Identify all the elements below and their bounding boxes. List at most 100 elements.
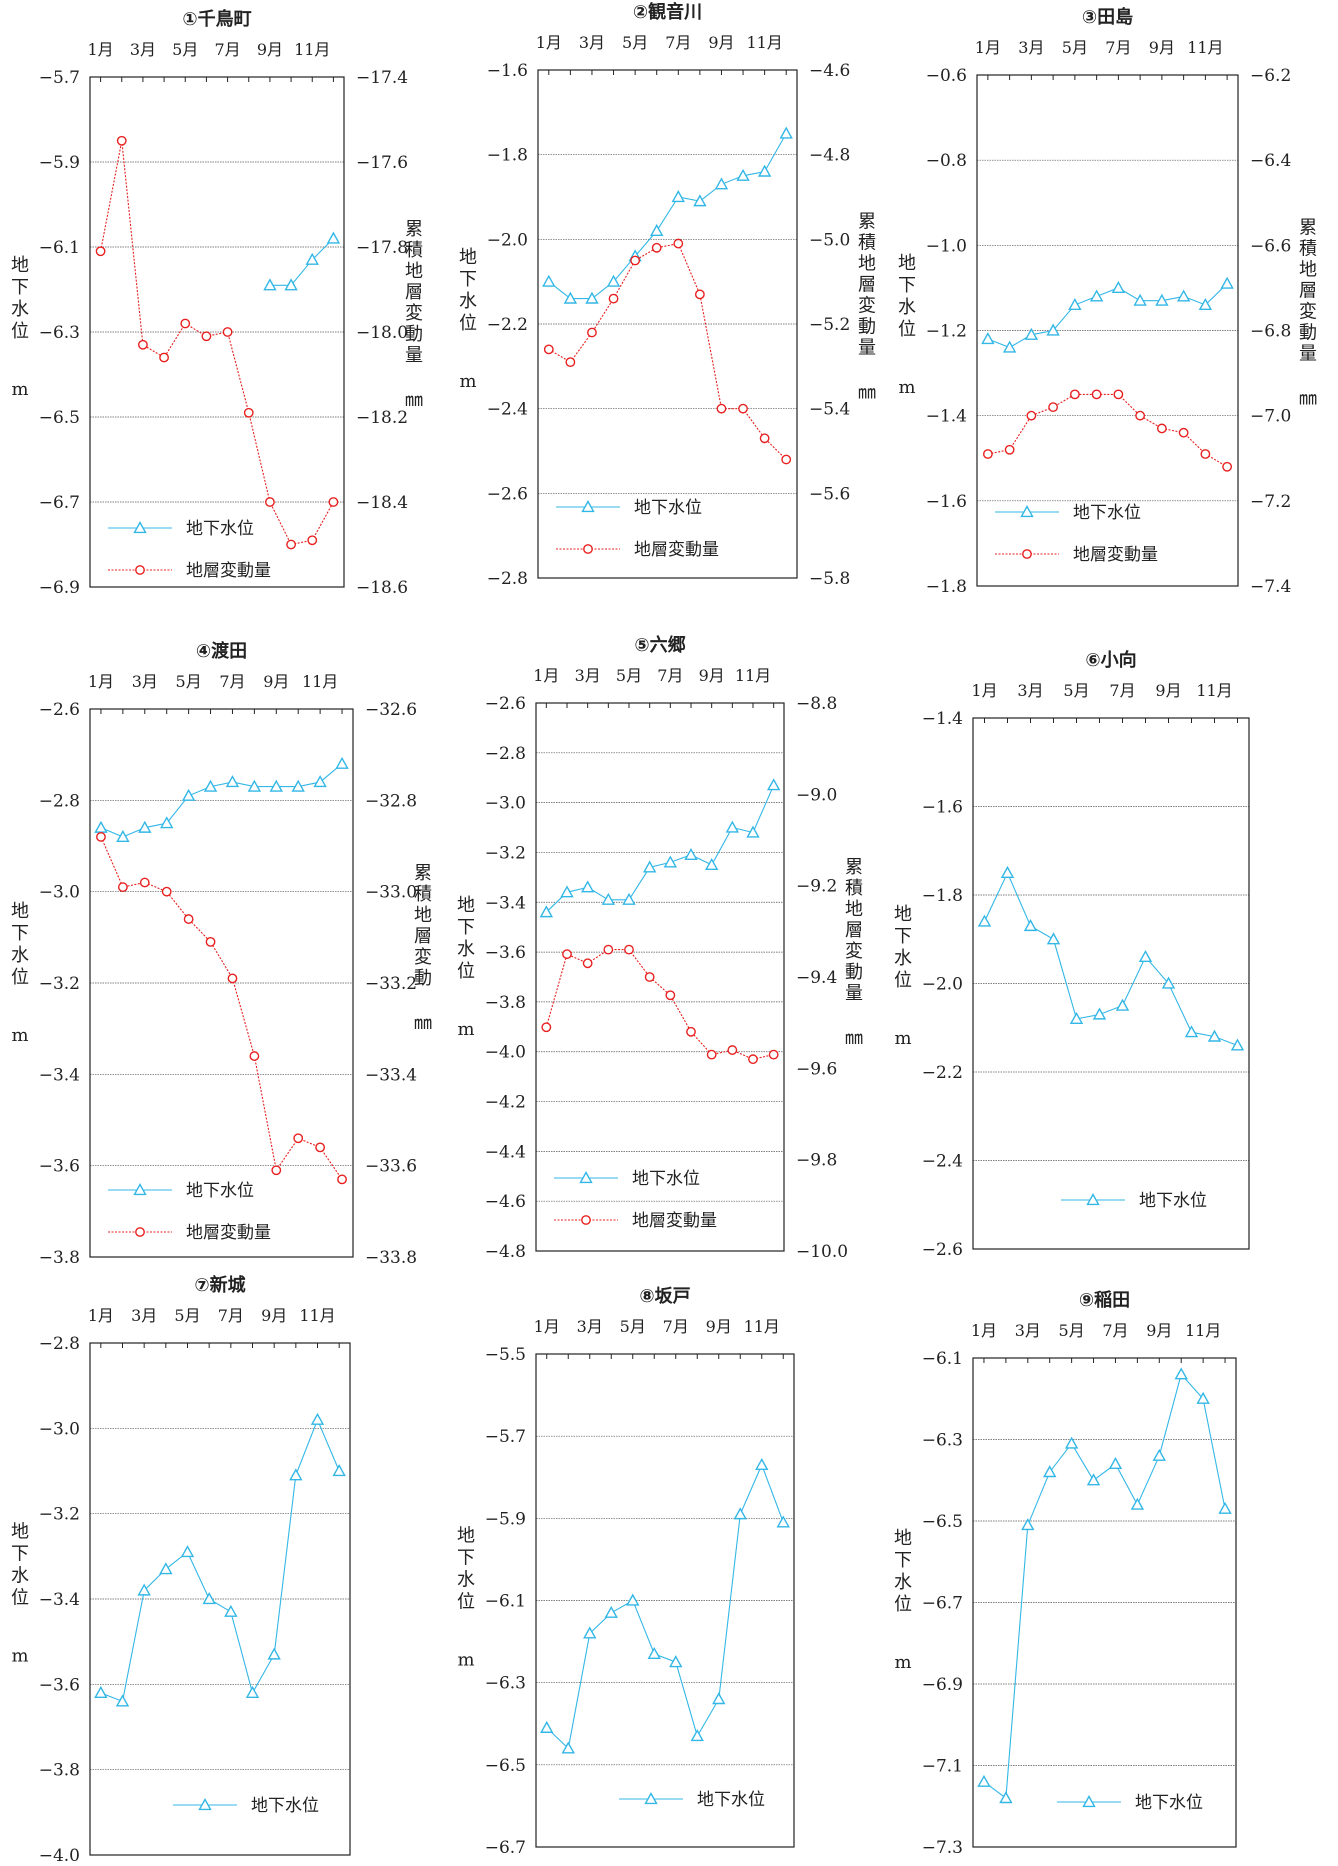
left-tick-label: −6.3 xyxy=(922,1431,963,1451)
chart-5: ⑤六郷 −4.8 −4.6 −4.4 −4.2 −4.0 −3.8 −3.6 −3.4 −3.2 −… xyxy=(457,634,863,1262)
data-point xyxy=(561,1741,575,1754)
legend-item: 地下水位 xyxy=(554,1169,700,1189)
chart-title: ⑧坂戸 xyxy=(639,1286,690,1307)
data-point xyxy=(781,454,792,465)
left-tick-label: −5.9 xyxy=(39,153,80,173)
data-point xyxy=(181,788,196,801)
data-point xyxy=(1184,1025,1199,1038)
data-point xyxy=(310,1412,325,1425)
series-line xyxy=(545,949,774,1060)
legend-marker xyxy=(1086,1193,1100,1206)
data-point xyxy=(286,539,296,550)
data-point xyxy=(642,860,657,873)
right-tick-label: −9.4 xyxy=(796,968,837,988)
series-line xyxy=(100,1418,340,1703)
data-point xyxy=(305,252,319,265)
right-axis-label: 積 xyxy=(858,232,876,253)
legend-marker xyxy=(133,521,147,534)
legend-label: 地下水位 xyxy=(251,1796,319,1816)
month-label: 7月 xyxy=(1105,38,1131,57)
month-label: 11月 xyxy=(294,40,330,59)
left-axis-unit: m xyxy=(894,1028,911,1049)
data-point xyxy=(981,332,995,345)
right-tick-label: −5.2 xyxy=(809,315,850,335)
legend-label: 地下水位 xyxy=(634,498,702,518)
left-tick-label: −5.9 xyxy=(485,1509,526,1529)
right-axis-label: 動 xyxy=(858,316,876,337)
data-point xyxy=(243,407,254,418)
left-tick-label: −6.5 xyxy=(485,1756,526,1776)
left-tick-label: −3.4 xyxy=(485,893,526,913)
left-axis-label: 水 xyxy=(457,1569,475,1590)
month-label: 11月 xyxy=(746,33,782,52)
data-point xyxy=(733,1507,747,1520)
series-groundwater xyxy=(977,1367,1232,1804)
right-axis-label: 層 xyxy=(858,274,876,295)
left-tick-label: −6.3 xyxy=(485,1674,526,1694)
right-axis-label: 量 xyxy=(858,337,876,358)
legend-label: 地下水位 xyxy=(186,1181,254,1201)
right-axis-label: 層 xyxy=(845,920,863,941)
series-groundwater xyxy=(94,1412,346,1707)
series-line xyxy=(100,836,343,1180)
legend-marker xyxy=(1082,1795,1096,1808)
left-axis-label: 地 xyxy=(459,247,477,268)
chart-title: ④渡田 xyxy=(196,640,247,662)
data-point xyxy=(644,972,655,982)
chart-title: ②観音川 xyxy=(633,1,702,23)
data-point xyxy=(1026,410,1037,421)
data-point xyxy=(1130,1497,1145,1510)
series-line xyxy=(100,140,334,546)
data-point xyxy=(137,1583,151,1596)
month-label: 9月 xyxy=(699,666,725,685)
legend-label: 地層変動量 xyxy=(186,561,271,581)
month-label: 3月 xyxy=(1017,681,1043,700)
plot-frame xyxy=(535,702,785,1252)
right-tick-label: −5.8 xyxy=(809,569,850,589)
month-label: 3月 xyxy=(132,672,158,691)
plot-frame xyxy=(89,708,354,1258)
left-tick-label: −0.6 xyxy=(926,66,967,86)
data-point xyxy=(565,357,576,367)
left-tick-label: −2.8 xyxy=(39,1334,80,1354)
legend-item: 地層変動量 xyxy=(554,1211,717,1231)
left-tick-label: −3.2 xyxy=(485,843,526,863)
left-tick-label: −3.8 xyxy=(485,993,526,1013)
data-point xyxy=(307,535,318,546)
left-tick-label: −6.1 xyxy=(39,238,80,258)
left-axis-label: 水 xyxy=(459,291,477,312)
data-point xyxy=(116,135,127,146)
data-point xyxy=(328,497,339,507)
left-axis-label: 水 xyxy=(894,1572,912,1593)
right-axis-label: 積 xyxy=(845,878,863,899)
left-tick-label: −1.2 xyxy=(926,322,967,342)
data-point xyxy=(1135,410,1146,421)
left-tick-label: −2.2 xyxy=(487,315,528,335)
left-tick-label: −2.2 xyxy=(922,1063,963,1083)
right-axis-label: 動 xyxy=(1299,322,1317,343)
right-tick-label: −6.8 xyxy=(1250,322,1291,342)
data-point xyxy=(736,168,750,181)
right-tick-label: −9.8 xyxy=(796,1151,837,1171)
left-axis-label: 位 xyxy=(11,321,29,342)
month-label: 3月 xyxy=(131,1306,157,1325)
month-label: 3月 xyxy=(579,33,605,52)
legend-item: 地下水位 xyxy=(556,498,702,518)
month-label: 3月 xyxy=(1018,38,1044,57)
data-point xyxy=(245,1685,260,1698)
left-axis-label: 下 xyxy=(457,917,475,938)
right-axis-label: 層 xyxy=(1299,280,1317,301)
legend-label: 地層変動量 xyxy=(186,1223,271,1243)
chart-9: ⑨稲田 −7.3 −7.1 −6.9 −6.7 −6.5 −6.3 −6.1 1月 3月 5月 7月 9… xyxy=(894,1290,1237,1858)
data-point xyxy=(650,223,664,236)
data-point xyxy=(222,327,233,337)
data-point xyxy=(626,1593,640,1606)
right-tick-label: −7.4 xyxy=(1250,577,1291,597)
right-tick-label: −6.4 xyxy=(1250,151,1291,171)
data-point xyxy=(180,318,191,329)
legend-marker xyxy=(1020,505,1034,518)
right-axis-unit: ㎜ xyxy=(845,1028,863,1049)
right-axis-label: 地 xyxy=(1299,259,1317,280)
month-label: 1月 xyxy=(536,33,562,52)
right-axis-label: 変 xyxy=(845,941,863,962)
